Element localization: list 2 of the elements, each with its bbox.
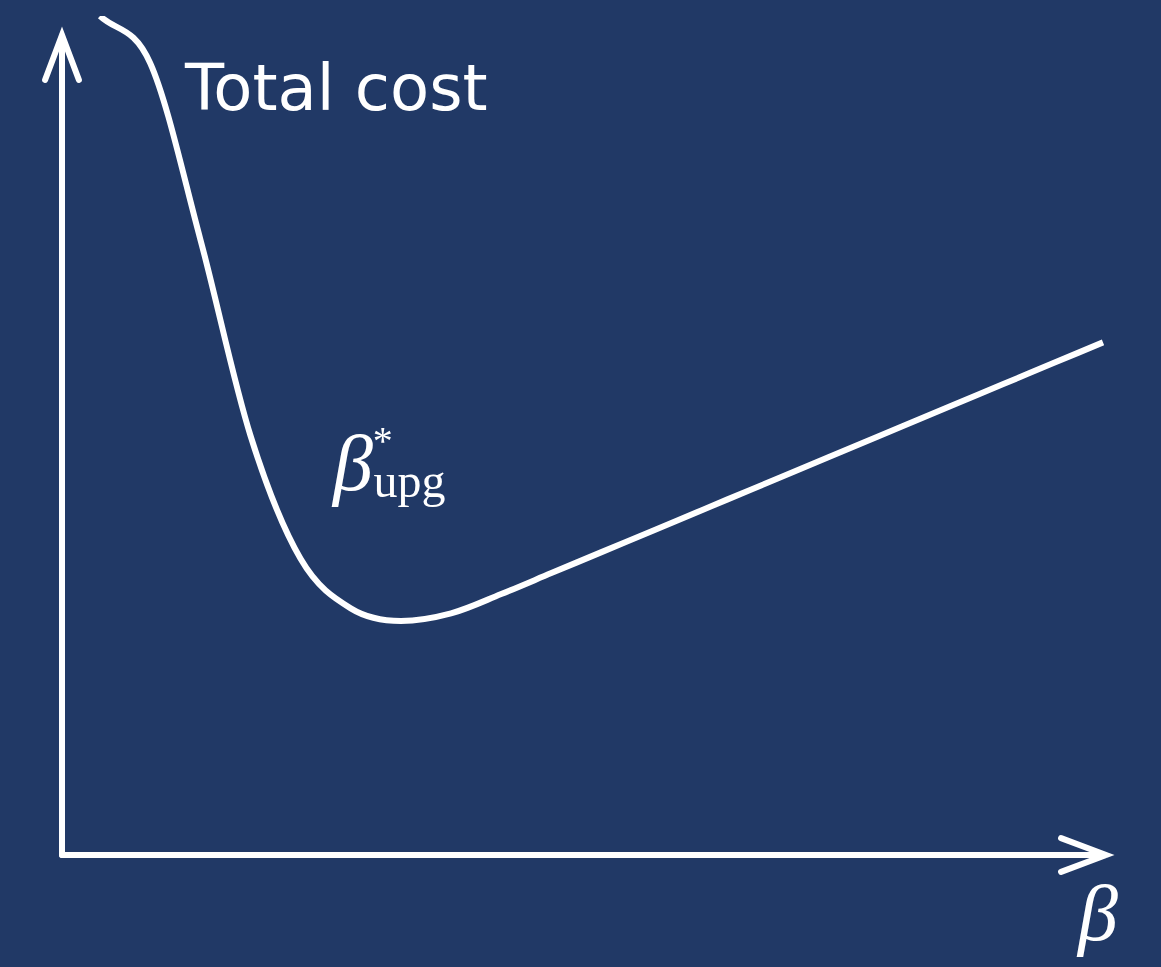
annotation: Total cost — [185, 51, 488, 125]
x-axis-title: β — [1078, 869, 1118, 957]
